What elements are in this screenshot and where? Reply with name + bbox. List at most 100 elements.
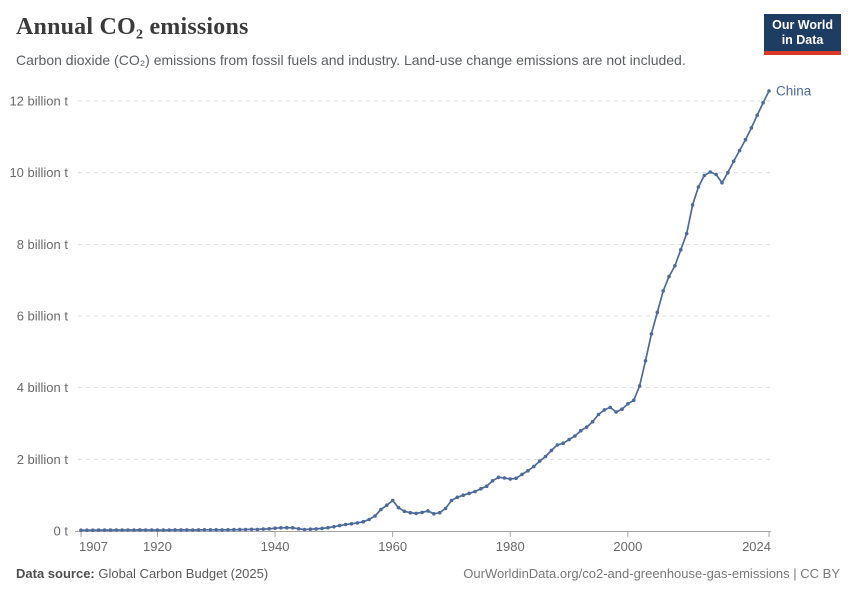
data-point[interactable] <box>273 526 277 530</box>
data-point[interactable] <box>579 428 583 433</box>
data-point[interactable] <box>332 524 336 529</box>
data-point[interactable] <box>173 528 177 532</box>
data-point[interactable] <box>285 525 289 530</box>
data-point[interactable] <box>214 528 218 532</box>
data-point[interactable] <box>402 509 407 514</box>
data-point[interactable] <box>420 510 424 515</box>
data-point[interactable] <box>726 170 730 175</box>
data-point[interactable] <box>296 527 301 531</box>
data-point[interactable] <box>643 359 648 363</box>
data-point[interactable] <box>132 528 136 532</box>
data-point[interactable] <box>373 514 377 518</box>
data-point[interactable] <box>743 137 748 142</box>
data-point[interactable] <box>149 528 154 532</box>
data-point[interactable] <box>532 464 536 469</box>
data-point[interactable] <box>490 479 495 483</box>
data-point[interactable] <box>443 506 448 511</box>
data-point[interactable] <box>749 126 754 130</box>
data-point[interactable] <box>561 441 565 446</box>
data-point[interactable] <box>96 528 101 532</box>
data-point[interactable] <box>667 274 671 279</box>
data-point[interactable] <box>767 89 771 93</box>
data-point[interactable] <box>537 459 542 463</box>
data-point[interactable] <box>167 528 171 532</box>
data-point[interactable] <box>555 443 560 447</box>
data-point[interactable] <box>461 493 466 498</box>
data-point[interactable] <box>720 180 724 185</box>
data-point[interactable] <box>602 408 607 412</box>
owid-logo[interactable]: Our World in Data <box>764 14 841 55</box>
data-point[interactable] <box>196 528 201 532</box>
data-point[interactable] <box>243 527 248 532</box>
data-point[interactable] <box>573 434 577 438</box>
data-point[interactable] <box>361 519 366 524</box>
china-series[interactable] <box>79 89 771 532</box>
data-point[interactable] <box>337 523 342 528</box>
data-point[interactable] <box>608 405 612 410</box>
data-point[interactable] <box>190 528 195 532</box>
data-point[interactable] <box>496 475 501 480</box>
data-point[interactable] <box>349 522 354 526</box>
data-point[interactable] <box>314 527 319 531</box>
data-point[interactable] <box>85 528 89 532</box>
series-end-label[interactable]: China <box>776 83 812 98</box>
data-point[interactable] <box>238 527 242 532</box>
data-point[interactable] <box>290 526 295 530</box>
data-point[interactable] <box>367 517 371 522</box>
data-point[interactable] <box>761 101 765 105</box>
data-point[interactable] <box>737 148 742 153</box>
data-point[interactable] <box>390 498 395 503</box>
data-point[interactable] <box>696 185 701 189</box>
data-point[interactable] <box>526 469 530 473</box>
data-point[interactable] <box>108 528 113 532</box>
data-point[interactable] <box>731 159 736 163</box>
data-point[interactable] <box>179 528 183 532</box>
data-point[interactable] <box>155 528 160 532</box>
data-point[interactable] <box>320 526 324 531</box>
data-point[interactable] <box>690 203 695 207</box>
data-point[interactable] <box>138 528 142 532</box>
data-point[interactable] <box>379 507 383 512</box>
data-point[interactable] <box>614 410 618 414</box>
data-point[interactable] <box>567 437 571 442</box>
data-point[interactable] <box>755 113 759 118</box>
data-point[interactable] <box>385 503 389 508</box>
footer-credit-link[interactable]: OurWorldinData.org/co2-and-greenhouse-ga… <box>463 566 840 581</box>
data-point[interactable] <box>626 402 630 406</box>
data-point[interactable] <box>714 172 718 177</box>
data-point[interactable] <box>502 476 507 480</box>
data-point[interactable] <box>661 289 665 293</box>
data-point[interactable] <box>473 489 477 494</box>
data-point[interactable] <box>520 472 524 477</box>
data-point[interactable] <box>355 521 360 525</box>
data-point[interactable] <box>673 264 677 268</box>
data-point[interactable] <box>655 310 660 315</box>
data-point[interactable] <box>249 527 254 532</box>
data-point[interactable] <box>396 505 401 510</box>
data-point[interactable] <box>343 522 348 527</box>
data-point[interactable] <box>620 407 624 412</box>
data-point[interactable] <box>120 528 124 532</box>
data-point[interactable] <box>226 528 230 532</box>
data-point[interactable] <box>267 527 272 531</box>
data-point[interactable] <box>161 528 166 532</box>
data-point[interactable] <box>208 528 213 532</box>
data-point[interactable] <box>596 412 601 417</box>
data-point[interactable] <box>102 528 107 532</box>
data-point[interactable] <box>479 486 483 491</box>
data-point[interactable] <box>549 448 554 453</box>
data-point[interactable] <box>279 526 283 530</box>
data-point[interactable] <box>220 528 224 532</box>
data-point[interactable] <box>508 477 513 481</box>
data-point[interactable] <box>543 454 548 459</box>
data-point[interactable] <box>255 527 260 532</box>
data-point[interactable] <box>308 527 313 531</box>
data-point[interactable] <box>126 528 130 532</box>
data-point[interactable] <box>185 528 189 532</box>
data-point[interactable] <box>632 398 636 403</box>
data-point[interactable] <box>143 528 148 532</box>
data-point[interactable] <box>708 170 712 174</box>
data-point[interactable] <box>426 509 430 513</box>
data-point[interactable] <box>637 384 642 388</box>
data-point[interactable] <box>455 495 460 500</box>
